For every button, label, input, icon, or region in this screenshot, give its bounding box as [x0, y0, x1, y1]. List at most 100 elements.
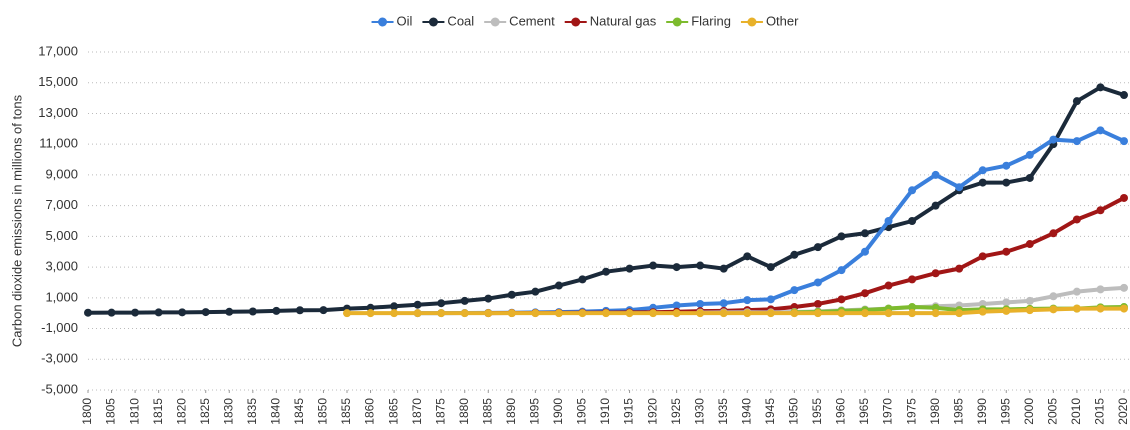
series-point: [908, 217, 917, 225]
series-point: [837, 309, 846, 318]
x-tick-label: 1905: [575, 398, 589, 425]
series-point: [837, 232, 846, 241]
legend-marker: [672, 17, 682, 27]
series-point: [813, 243, 822, 252]
series-point: [696, 299, 705, 308]
series-point: [554, 309, 563, 318]
y-tick-label: 7,000: [45, 197, 78, 212]
series-point: [437, 299, 446, 308]
series-point: [1072, 215, 1081, 224]
x-tick-label: 1895: [528, 398, 542, 425]
x-tick-label: 1920: [645, 398, 659, 425]
series-point: [743, 252, 752, 261]
x-tick-label: 2015: [1093, 398, 1107, 425]
x-tick-label: 1970: [881, 398, 895, 425]
series-point: [1002, 306, 1011, 315]
series-line: [488, 196, 1125, 316]
legend-marker: [378, 17, 388, 27]
x-tick-label: 1940: [739, 398, 753, 425]
series-point: [625, 264, 634, 273]
x-tick-label: 1975: [904, 398, 918, 425]
series-point: [484, 294, 493, 303]
series-point: [978, 178, 987, 187]
series-point: [672, 263, 681, 272]
x-tick-label: 1945: [763, 398, 777, 425]
series-point: [248, 307, 257, 316]
series-point: [1096, 206, 1105, 215]
series-point: [1049, 135, 1058, 144]
series-point: [861, 289, 869, 298]
series: [84, 83, 1128, 317]
series-point: [131, 308, 140, 317]
series-point: [813, 309, 822, 318]
x-tick-label: 1805: [104, 398, 118, 425]
series-point: [507, 309, 516, 318]
series-point: [1096, 83, 1105, 92]
legend-marker: [571, 17, 581, 27]
x-tick-label: 1955: [810, 398, 824, 425]
series-point: [1072, 97, 1081, 106]
series-point: [602, 309, 610, 318]
series-point: [84, 308, 92, 317]
series-point: [1096, 126, 1105, 135]
series-point: [719, 264, 728, 273]
x-tick-label: 1965: [857, 398, 871, 425]
series-point: [413, 300, 422, 309]
series-point: [766, 295, 775, 304]
x-tick-label: 1820: [174, 398, 188, 425]
legend-item: Natural gas: [564, 13, 657, 28]
series-point: [1072, 137, 1081, 146]
series-point: [1025, 173, 1034, 182]
series-point: [554, 281, 563, 290]
series-point: [154, 308, 163, 317]
series-point: [813, 278, 822, 287]
series-line: [347, 306, 1124, 316]
series-point: [672, 309, 681, 318]
series-point: [837, 266, 846, 275]
series-point: [1025, 240, 1034, 249]
series-point: [1025, 296, 1034, 305]
series-point: [625, 309, 634, 318]
series-point: [743, 296, 752, 305]
x-tick-label: 1855: [339, 398, 353, 425]
series-point: [861, 247, 869, 256]
series-point: [1002, 247, 1011, 256]
y-tick-label: -3,000: [41, 351, 78, 366]
series-point: [272, 306, 281, 315]
series-point: [766, 309, 775, 318]
series-point: [225, 307, 234, 316]
series-point: [602, 267, 610, 276]
series-point: [1096, 304, 1105, 313]
series-point: [1096, 285, 1105, 294]
series-point: [507, 290, 516, 299]
series-point: [931, 201, 940, 210]
series-point: [719, 299, 728, 308]
series-point: [1120, 137, 1128, 146]
x-tick-label: 1900: [551, 398, 565, 425]
y-tick-label: 17,000: [38, 43, 78, 58]
series-line: [417, 128, 1125, 316]
series-point: [766, 263, 775, 272]
series-point: [908, 303, 917, 312]
x-tick-label: 2005: [1046, 398, 1060, 425]
x-tick-label: 1990: [975, 398, 989, 425]
series-point: [484, 309, 493, 318]
x-tick-label: 1915: [622, 398, 636, 425]
x-tick-label: 1930: [692, 398, 706, 425]
series: [343, 304, 1128, 318]
series-point: [955, 309, 964, 318]
legend-item: Cement: [484, 13, 555, 28]
x-tick-label: 2020: [1116, 398, 1130, 425]
series-point: [978, 252, 987, 261]
x-tick-label: 1980: [928, 398, 942, 425]
series-point: [201, 308, 210, 317]
series-point: [672, 301, 681, 310]
x-tick-label: 1950: [787, 398, 801, 425]
series-point: [366, 309, 375, 318]
series-point: [696, 309, 705, 318]
x-tick-label: 1850: [316, 398, 330, 425]
series-point: [1049, 229, 1058, 238]
series-point: [908, 186, 917, 195]
x-tick-label: 1885: [480, 398, 494, 425]
